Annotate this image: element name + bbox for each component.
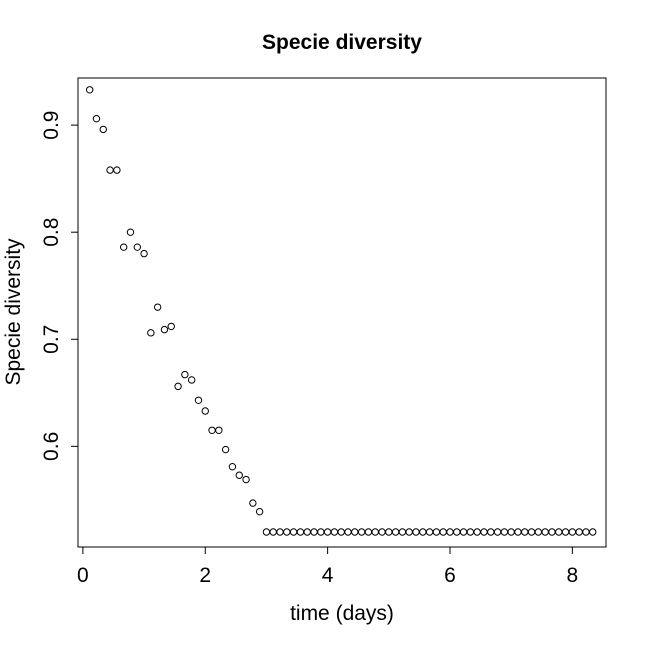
data-point: [310, 528, 318, 536]
data-point: [262, 528, 271, 536]
data-point: [242, 475, 250, 484]
x-tick-label: 2: [199, 564, 211, 587]
data-point: [446, 528, 454, 536]
data-point: [126, 228, 135, 236]
data-point: [167, 322, 175, 331]
data-point: [174, 382, 182, 391]
data-point: [439, 528, 447, 536]
y-tick-label: 0.9: [40, 111, 63, 140]
x-tick-label: 0: [77, 564, 89, 587]
data-point: [541, 528, 549, 536]
data-point: [228, 462, 237, 471]
data-point: [289, 528, 298, 536]
data-point: [330, 528, 339, 536]
data-point: [317, 528, 325, 536]
data-point: [181, 370, 189, 379]
data-point: [480, 528, 488, 536]
data-point: [575, 528, 583, 536]
chart-title: Specie diversity: [262, 31, 422, 54]
data-point: [589, 528, 597, 536]
plot-frame: [77, 77, 607, 548]
data-point: [405, 528, 413, 536]
data-point: [147, 329, 155, 337]
data-point: [568, 528, 577, 536]
y-axis: 0.6 0.7 0.8 0.9: [40, 111, 79, 461]
data-point: [425, 528, 434, 536]
y-tick-label: 0.8: [40, 218, 63, 247]
data-point: [364, 528, 373, 536]
data-point: [269, 528, 277, 536]
data-point: [113, 166, 121, 174]
data-point: [357, 528, 366, 536]
y-axis-label: Specie diversity: [2, 238, 25, 386]
x-tick-label: 4: [322, 564, 334, 587]
data-point: [133, 243, 141, 251]
data-point: [303, 528, 311, 536]
data-point: [160, 325, 169, 334]
data-point: [412, 528, 420, 536]
data-point: [548, 528, 556, 536]
data-point: [521, 528, 529, 536]
data-point: [296, 528, 305, 536]
x-tick-label: 8: [567, 564, 579, 587]
data-points: [85, 86, 597, 536]
data-point: [351, 528, 359, 536]
data-point: [337, 528, 345, 536]
data-point: [534, 528, 543, 536]
data-point: [391, 528, 400, 536]
data-point: [459, 528, 468, 536]
data-point: [514, 528, 522, 536]
data-point: [371, 528, 379, 536]
data-point: [221, 445, 230, 454]
data-point: [323, 528, 332, 536]
x-axis-label: time (days): [290, 602, 394, 625]
data-point: [493, 528, 502, 536]
data-point: [283, 528, 291, 536]
data-point: [276, 528, 284, 536]
data-point: [344, 528, 352, 536]
data-point: [106, 166, 114, 174]
data-point: [582, 528, 590, 536]
data-point: [561, 528, 570, 536]
data-point: [92, 114, 101, 123]
data-point: [378, 528, 386, 536]
data-point: [153, 303, 162, 311]
x-axis: 0 2 4 6 8: [77, 546, 579, 587]
data-point: [99, 125, 107, 134]
y-tick-label: 0.6: [40, 432, 63, 461]
data-point: [487, 528, 495, 536]
data-point: [507, 528, 515, 536]
data-point: [385, 528, 393, 536]
x-tick-label: 6: [444, 564, 456, 587]
data-point: [527, 528, 536, 536]
data-point: [555, 528, 563, 536]
data-point: [249, 499, 257, 507]
data-point: [215, 426, 223, 434]
data-point: [194, 396, 203, 405]
data-point: [120, 243, 128, 251]
data-point: [140, 249, 148, 258]
data-point: [208, 426, 216, 434]
y-tick-label: 0.7: [40, 325, 63, 354]
data-point: [255, 507, 264, 516]
data-point: [466, 528, 475, 536]
data-point: [187, 376, 196, 384]
data-point: [201, 407, 209, 415]
data-point: [235, 471, 243, 479]
data-point: [453, 528, 461, 536]
data-point: [398, 528, 407, 536]
data-point: [432, 528, 441, 536]
data-point: [473, 528, 481, 536]
data-point: [419, 528, 427, 536]
data-point: [500, 528, 509, 536]
data-point: [85, 86, 94, 94]
